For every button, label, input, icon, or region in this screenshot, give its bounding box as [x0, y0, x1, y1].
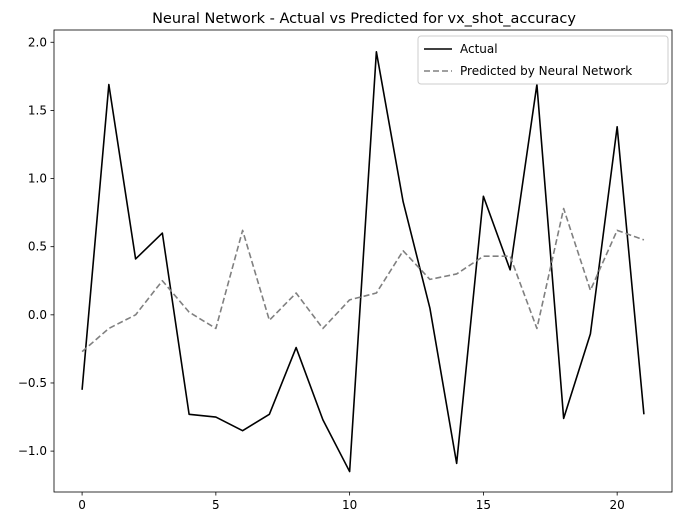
data-point — [134, 313, 137, 316]
data-point — [509, 255, 512, 258]
data-point — [535, 327, 538, 330]
data-point — [375, 50, 378, 53]
x-tick-label: 5 — [212, 498, 220, 512]
data-point — [134, 257, 137, 260]
y-tick-label: 0.5 — [28, 240, 47, 254]
data-point — [562, 207, 565, 210]
data-point — [188, 413, 191, 416]
data-point — [616, 125, 619, 128]
data-point — [589, 289, 592, 292]
data-point — [482, 255, 485, 258]
data-point — [295, 346, 298, 349]
data-point — [295, 292, 298, 295]
data-point — [589, 332, 592, 335]
data-point — [642, 413, 645, 416]
data-point — [455, 272, 458, 275]
data-point — [321, 418, 324, 421]
x-tick-label: 10 — [342, 498, 357, 512]
legend: Actual Predicted by Neural Network — [417, 35, 669, 85]
data-point — [562, 417, 565, 420]
x-tick-label: 0 — [78, 498, 86, 512]
x-tick-label: 20 — [610, 498, 625, 512]
data-point — [214, 416, 217, 419]
data-point — [107, 83, 110, 86]
data-point — [402, 200, 405, 203]
legend-label-actual: Actual — [460, 42, 498, 56]
data-point — [428, 307, 431, 310]
y-tick-label: 1.5 — [28, 103, 47, 117]
series-line-predicted — [81, 207, 645, 353]
data-point — [214, 327, 217, 330]
data-point — [482, 195, 485, 198]
series-line-actual — [81, 51, 645, 473]
y-tick-label: 1.0 — [28, 172, 47, 186]
y-tick-label: −1.0 — [18, 444, 47, 458]
data-point — [455, 462, 458, 465]
data-point — [268, 319, 271, 322]
data-point — [241, 429, 244, 432]
data-point — [348, 470, 351, 473]
data-point — [81, 350, 84, 353]
data-point — [375, 292, 378, 295]
y-tick-label: −0.5 — [18, 376, 47, 390]
data-point — [161, 232, 164, 235]
y-tick-label: 0.0 — [28, 308, 47, 322]
data-point — [348, 298, 351, 301]
plot-frame — [53, 29, 673, 493]
data-point — [402, 249, 405, 252]
data-point — [188, 311, 191, 314]
legend-label-predicted: Predicted by Neural Network — [460, 64, 632, 78]
data-point — [161, 279, 164, 282]
data-point — [428, 278, 431, 281]
axes: 0 5 10 15 20 −1.0 −0.5 0.0 0.5 1.0 1.5 2.0 — [18, 29, 673, 512]
chart-title: Neural Network - Actual vs Predicted for… — [152, 11, 576, 27]
data-point — [616, 229, 619, 232]
plot-area — [81, 50, 645, 473]
legend-box — [417, 35, 669, 85]
data-point — [241, 229, 244, 232]
data-point — [268, 413, 271, 416]
y-tick-label: 2.0 — [28, 35, 47, 49]
data-point — [81, 388, 84, 391]
data-point — [642, 238, 645, 241]
x-tick-label: 15 — [476, 498, 491, 512]
data-point — [509, 268, 512, 271]
data-point — [107, 327, 110, 330]
data-point — [321, 327, 324, 330]
